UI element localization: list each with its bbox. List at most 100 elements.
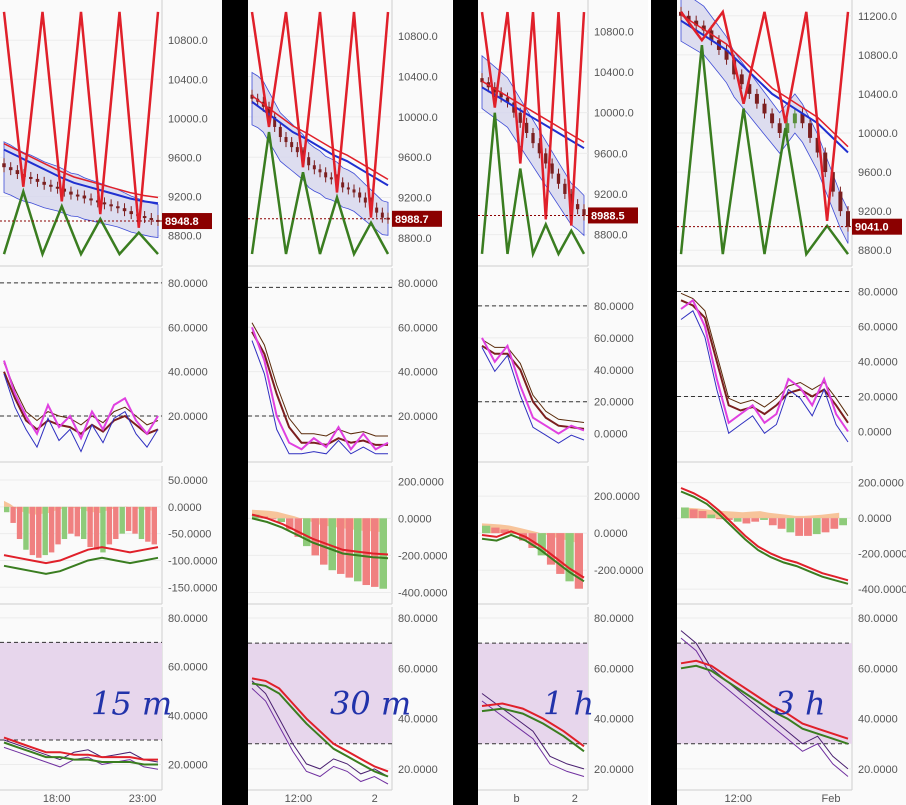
timeframe-note: 3 h xyxy=(775,685,826,723)
macd-histogram-bar xyxy=(574,533,583,589)
candle-body xyxy=(122,208,127,212)
candle-body xyxy=(75,194,80,197)
stoch-k-line xyxy=(251,326,389,452)
candle-body xyxy=(582,209,586,216)
zigzag-green-line xyxy=(480,112,586,259)
macd-histogram-bar xyxy=(138,506,145,540)
macd-histogram-bar xyxy=(812,518,821,535)
macd-histogram-bar xyxy=(362,518,370,586)
macd-signal-line xyxy=(3,546,159,565)
candle-body xyxy=(318,169,322,173)
y-tick-label: 0.0000 xyxy=(858,513,892,525)
y-tick-label: -150.0000 xyxy=(168,582,218,594)
macd-histogram-bar xyxy=(777,518,786,529)
y-tick-label: -200.0000 xyxy=(858,549,906,561)
macd-histogram-bar xyxy=(821,518,830,533)
y-tick-label: 50.0000 xyxy=(168,475,208,487)
last-price-label: 8948.8 xyxy=(165,216,199,228)
y-tick-label: 80.0000 xyxy=(168,613,208,625)
y-tick-label: 8800.0 xyxy=(398,233,432,245)
candle-body xyxy=(380,212,384,218)
macd-histogram-bar xyxy=(751,518,760,522)
rsi-ma-red-line xyxy=(680,659,849,740)
macd-histogram-bar xyxy=(768,518,777,526)
candle-body xyxy=(754,93,759,104)
y-tick-label: 200.0000 xyxy=(398,476,444,488)
candle-body xyxy=(2,163,6,168)
macd-histogram-bar xyxy=(55,506,61,545)
y-tick-label: 80.0000 xyxy=(398,278,438,290)
ma-red-line xyxy=(481,80,585,143)
stoch-blue-line xyxy=(3,373,159,453)
macd-signal-line xyxy=(481,530,585,579)
chart-15m: 10800.0 10400.0 10000.0 9600.0 9200.0 8800.0 8… xyxy=(0,0,222,805)
y-tick-label: 20.0000 xyxy=(858,764,898,776)
macd-histogram-bar xyxy=(303,518,311,547)
candle-body xyxy=(82,195,87,199)
last-price-label: 9041.0 xyxy=(855,222,889,234)
rsi-ma-red-line xyxy=(481,702,585,748)
candle-body xyxy=(358,192,362,198)
y-tick-label: 0.0000 xyxy=(594,528,628,540)
zigzag-green-line xyxy=(250,131,390,258)
y-tick-label: 9200.0 xyxy=(168,192,202,204)
y-tick-label: 60.0000 xyxy=(398,663,438,675)
candle-body xyxy=(284,137,288,143)
y-tick-label: 9600.0 xyxy=(398,152,432,164)
candle-body xyxy=(838,191,843,212)
y-tick-label: 9200.0 xyxy=(594,189,628,201)
candle-body xyxy=(295,147,299,153)
candle-body xyxy=(777,123,782,133)
candle-body xyxy=(556,173,561,184)
macd-histogram-bar xyxy=(716,518,724,520)
candle-body xyxy=(724,49,729,60)
candle-body xyxy=(524,122,529,133)
macd-histogram-bar xyxy=(125,506,132,531)
candle-body xyxy=(69,191,73,195)
y-tick-label: 10400.0 xyxy=(858,89,898,101)
candle-body xyxy=(102,202,107,205)
candle-body xyxy=(307,157,311,166)
zigzag-red-line xyxy=(250,11,390,218)
macd-histogram-bar xyxy=(795,518,804,536)
candle-body xyxy=(739,74,744,85)
y-tick-label: 11200.0 xyxy=(858,11,897,23)
macd-histogram-bar xyxy=(491,527,500,534)
y-tick-label: -200.0000 xyxy=(398,550,448,562)
chart-3h: 11200.0 10800.0 10400.0 10000.0 9600.0 9200.0… xyxy=(677,0,906,805)
separator-1 xyxy=(222,0,248,805)
y-tick-label: 8800.0 xyxy=(168,231,202,243)
zigzag-green-line xyxy=(2,187,159,258)
last-price-tag: 8988.5 xyxy=(588,207,638,224)
macd-histogram-bar xyxy=(354,518,362,582)
y-tick-label: -400.0000 xyxy=(398,587,448,599)
candle-body xyxy=(341,182,345,188)
candle-body xyxy=(709,30,714,41)
ma-blue-line xyxy=(680,19,849,154)
macd-line xyxy=(680,490,849,585)
y-tick-label: 10800.0 xyxy=(858,50,898,62)
macd-histogram-bar xyxy=(16,506,23,540)
macd-histogram-bar xyxy=(151,506,157,545)
rsi-line xyxy=(481,693,585,770)
rsi-band xyxy=(677,643,852,744)
candle-body xyxy=(800,113,805,124)
y-tick-label: 20.0000 xyxy=(594,764,634,776)
candle-body xyxy=(823,152,828,173)
x-tick-label: 12:00 xyxy=(724,793,752,805)
macd-histogram-bar xyxy=(286,518,294,530)
candle-body xyxy=(499,92,503,98)
macd-histogram-bar xyxy=(4,506,10,513)
rsi-band xyxy=(248,643,392,744)
macd-histogram-bar xyxy=(707,514,716,519)
stoch-blue-line xyxy=(481,347,585,444)
macd-histogram-bar xyxy=(689,509,698,519)
candle-body xyxy=(15,170,20,175)
y-tick-label: 40.0000 xyxy=(858,714,898,726)
stoch-ma-line xyxy=(481,339,585,423)
candle-body xyxy=(363,197,367,203)
candle-body xyxy=(563,183,567,194)
timeframe-note: 15 m xyxy=(91,685,172,723)
rsi-ma-green-line xyxy=(3,741,158,766)
separator-3 xyxy=(651,0,677,805)
